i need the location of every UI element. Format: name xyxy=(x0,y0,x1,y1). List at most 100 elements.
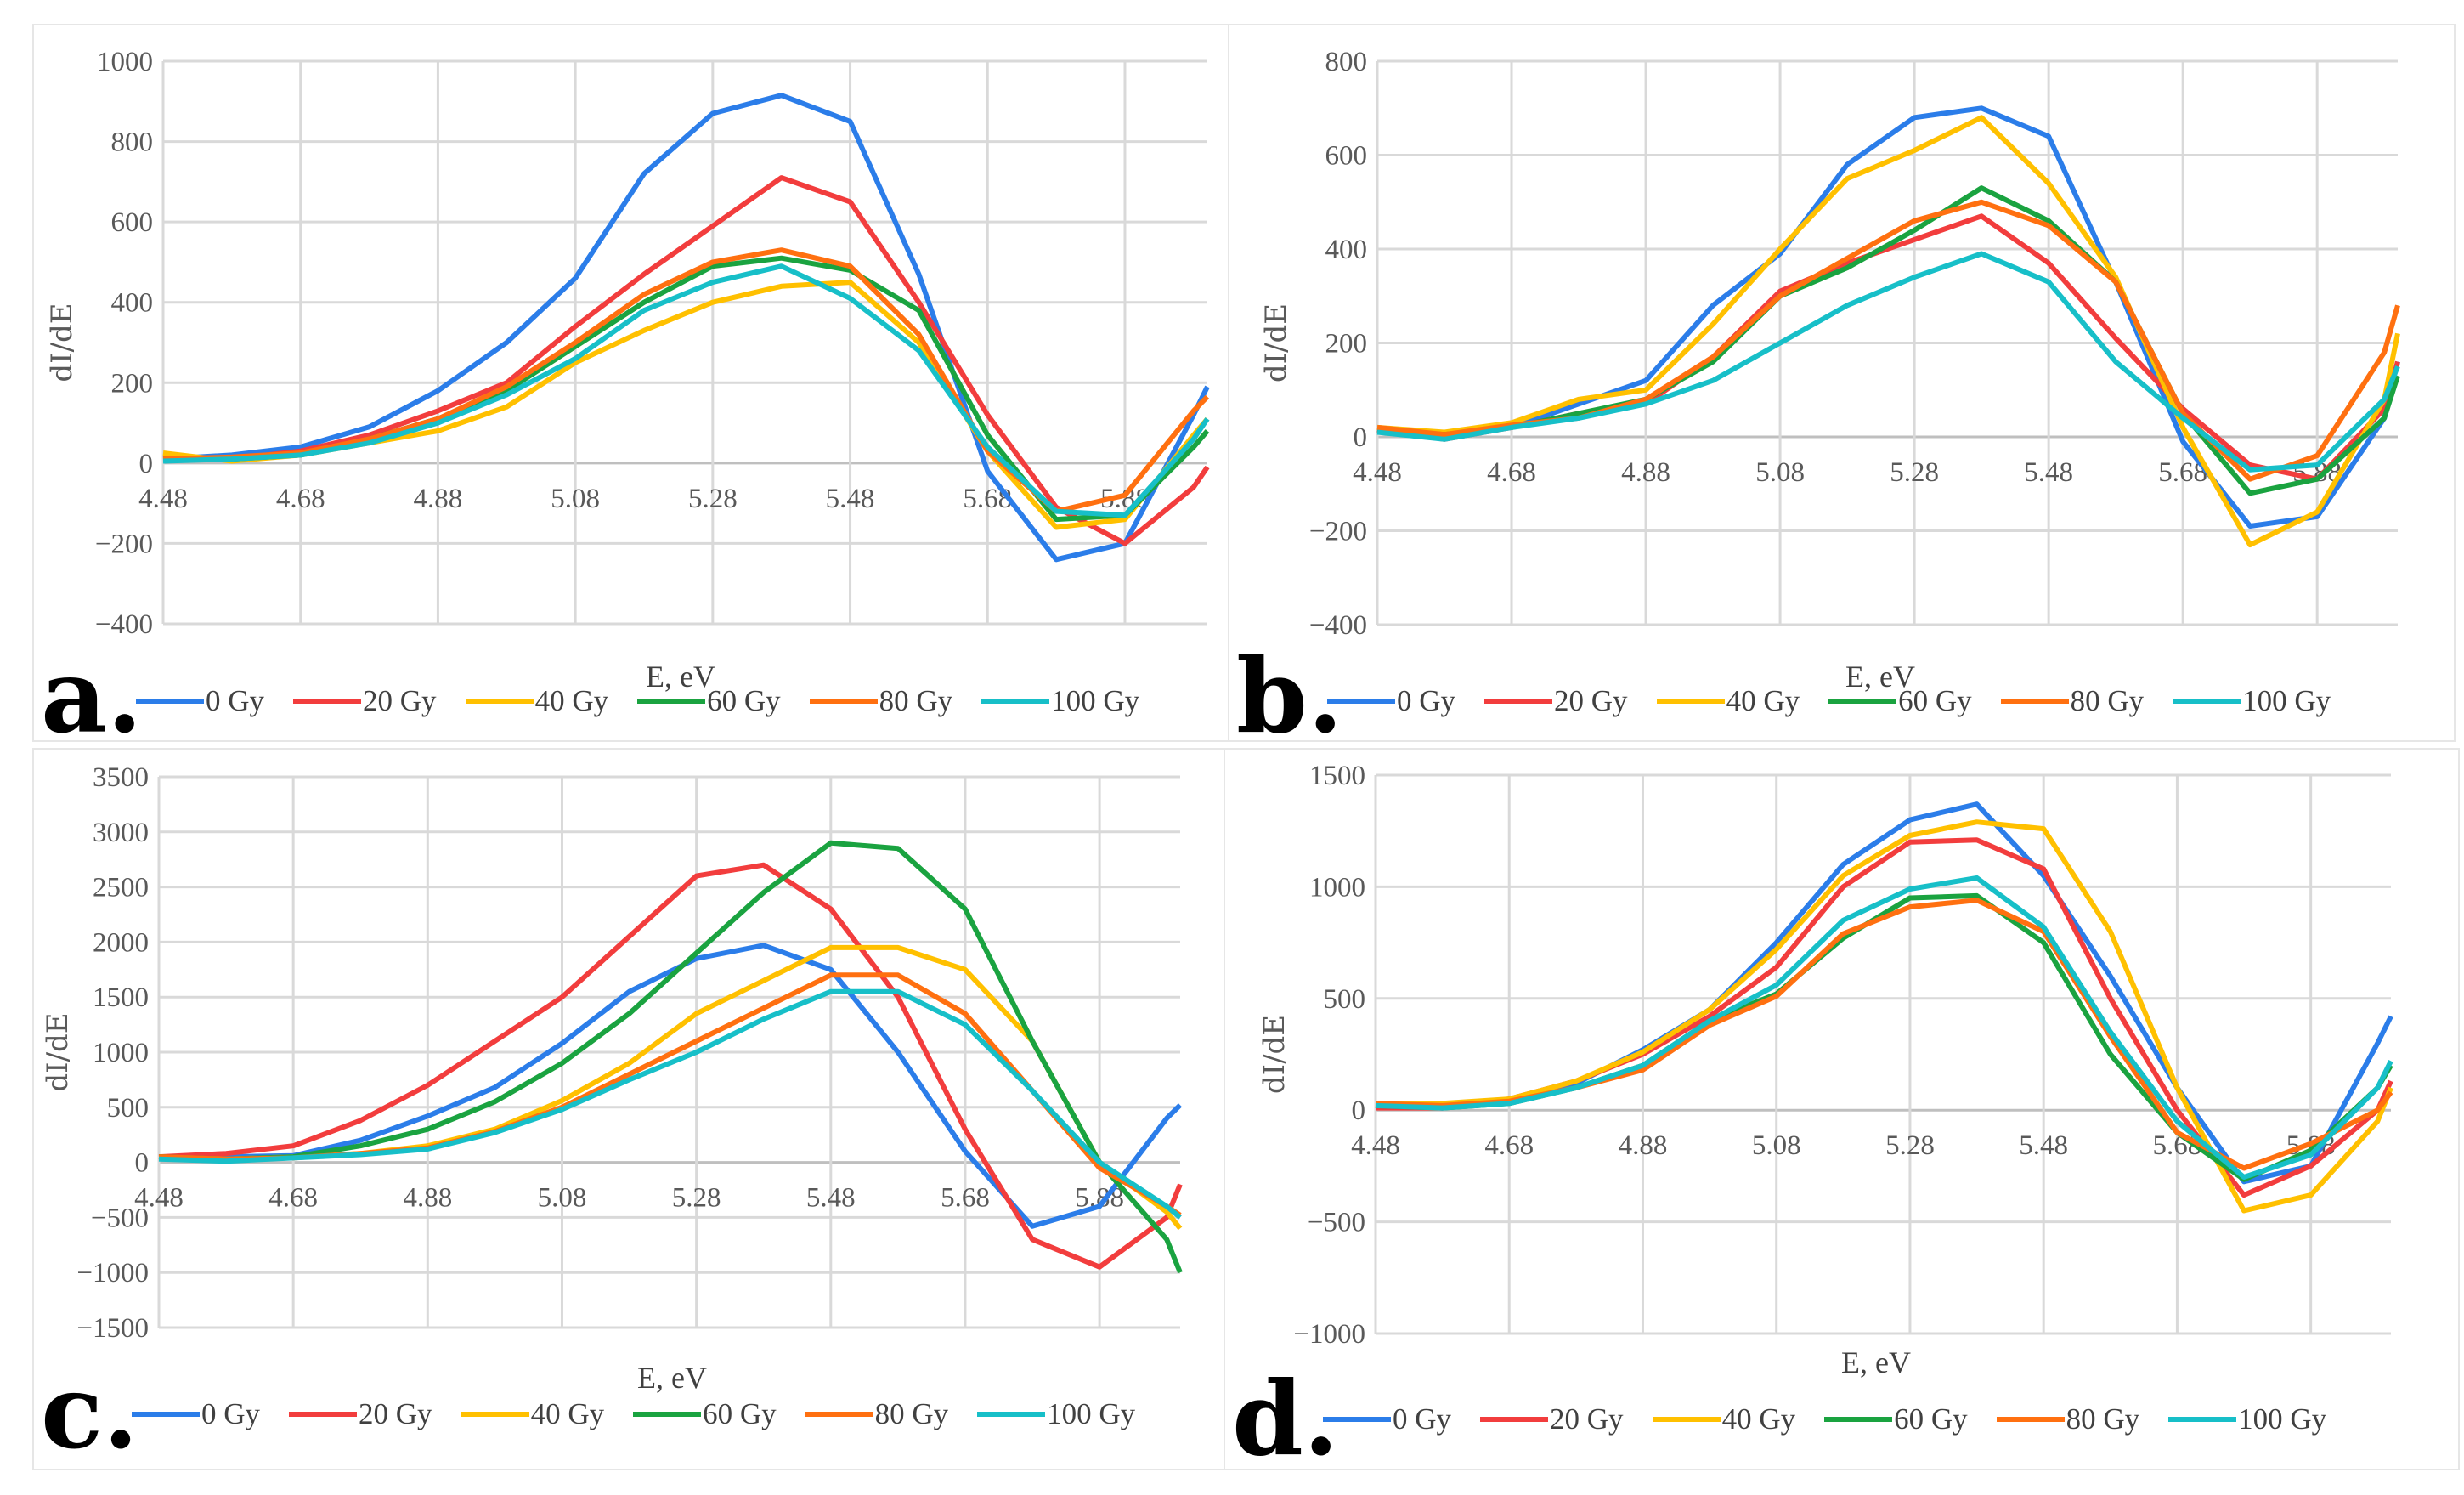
x-tick-label: 5.08 xyxy=(1755,457,1805,488)
y-tick-label: 500 xyxy=(1324,984,1366,1015)
y-tick-label: −1000 xyxy=(1293,1319,1365,1350)
y-tick-label: 200 xyxy=(1325,329,1368,360)
legend: 0 Gy 20 Gy 40 Gy 60 Gy 80 Gy 100 Gy xyxy=(1323,1402,2326,1436)
y-tick-label: 0 xyxy=(1352,1096,1366,1126)
x-tick-label: 5.68 xyxy=(963,484,1012,514)
legend-swatch xyxy=(637,699,706,704)
chart-svg: −400 −200 0 200 400 600 800 1000 4.48 4.68 4.88 5.0… xyxy=(45,47,1210,640)
legend-label: 60 Gy xyxy=(703,1397,777,1430)
legend-item: 40 Gy xyxy=(1656,684,1800,718)
series-line-60-gy xyxy=(158,840,1183,1274)
y-tick-label: 1500 xyxy=(93,983,149,1013)
x-tick-label: 4.88 xyxy=(414,484,463,514)
legend-label: 100 Gy xyxy=(2238,1402,2327,1436)
y-tick-label: 1500 xyxy=(1309,761,1365,791)
y-tick-label: 600 xyxy=(111,207,154,238)
x-tick-label: 5.28 xyxy=(672,1183,721,1214)
legend-label: 40 Gy xyxy=(1726,684,1800,717)
legend-item: 40 Gy xyxy=(461,1397,605,1431)
legend-label: 20 Gy xyxy=(359,1397,432,1430)
x-tick-label: 4.68 xyxy=(1484,1130,1534,1161)
x-tick-label: 4.48 xyxy=(1351,1130,1400,1161)
legend-label: 100 Gy xyxy=(1051,684,1140,717)
legend-swatch xyxy=(1323,1417,1391,1422)
x-tick-label: 4.48 xyxy=(134,1183,184,1214)
x-tick-label: 5.48 xyxy=(826,484,875,514)
series-line-100-gy xyxy=(162,263,1210,518)
legend-swatch xyxy=(1652,1417,1721,1422)
x-tick-label: 5.28 xyxy=(688,484,738,514)
chart-panel-a: −400 −200 0 200 400 600 800 1000 4.48 4.68 4.88 5.0… xyxy=(32,24,1249,748)
legend-label: 0 Gy xyxy=(1397,684,1456,717)
y-tick-label: 1000 xyxy=(97,47,153,77)
legend-swatch xyxy=(1480,1417,1549,1422)
y-axis-label: dI/dE xyxy=(1259,303,1293,382)
chart-svg: −400 −200 0 200 400 600 800 4.48 4.68 4.88 5.08 5.2… xyxy=(1259,47,2400,641)
legend-label: 20 Gy xyxy=(1550,1402,1624,1436)
y-tick-label: 0 xyxy=(1354,422,1368,453)
y-tick-label: 0 xyxy=(135,1148,150,1179)
series-line-20-gy xyxy=(1376,213,2400,482)
legend-item: 60 Gy xyxy=(1828,684,1972,718)
legend-item: 20 Gy xyxy=(293,684,437,718)
x-tick-label: 4.48 xyxy=(138,484,188,514)
legend-item: 40 Gy xyxy=(465,684,609,718)
legend-label: 40 Gy xyxy=(530,1397,605,1430)
series-line-100-gy xyxy=(1375,875,2393,1180)
legend-item: 20 Gy xyxy=(1484,684,1628,718)
y-tick-label: −400 xyxy=(95,609,153,640)
y-axis-label: dI/dE xyxy=(41,1012,75,1091)
legend-label: 0 Gy xyxy=(206,684,265,717)
series-line-100-gy xyxy=(1376,251,2400,473)
legend-swatch xyxy=(293,699,362,704)
legend-label: 20 Gy xyxy=(363,684,437,717)
series-line-80-gy xyxy=(1375,898,2393,1171)
x-axis-label: E, eV xyxy=(1845,660,1915,694)
legend-item: 0 Gy xyxy=(136,684,264,718)
y-tick-label: 200 xyxy=(111,368,154,399)
series-line-80-gy xyxy=(158,972,1182,1218)
x-tick-label: 5.08 xyxy=(1752,1130,1801,1161)
panel-letter: c. xyxy=(41,1352,138,1472)
legend: 0 Gy 20 Gy 40 Gy 60 Gy 80 Gy 100 Gy xyxy=(132,1397,1135,1431)
legend-item: 80 Gy xyxy=(2000,684,2144,718)
y-tick-label: 1000 xyxy=(1309,872,1365,903)
x-tick-label: 5.68 xyxy=(941,1183,990,1214)
legend-item: 60 Gy xyxy=(637,684,781,718)
x-axis-label: E, eV xyxy=(637,1361,707,1395)
legend-label: 40 Gy xyxy=(534,684,609,717)
x-axis-label: E, eV xyxy=(646,660,715,694)
y-tick-label: 600 xyxy=(1325,141,1368,172)
chart-panel-c: −1500 −1000 −500 0 500 1000 1500 2000 2500 3000 35… xyxy=(32,748,1239,1470)
legend: 0 Gy 20 Gy 40 Gy 60 Gy 80 Gy 100 Gy xyxy=(136,684,1139,718)
y-tick-label: 1000 xyxy=(93,1038,149,1068)
legend-label: 100 Gy xyxy=(2242,684,2331,717)
y-tick-label: 2000 xyxy=(93,927,149,958)
x-tick-label: 4.88 xyxy=(1621,457,1670,488)
legend-swatch xyxy=(465,699,534,704)
legend-item: 0 Gy xyxy=(132,1397,260,1431)
series-line-40-gy xyxy=(1376,115,2400,548)
y-tick-label: −500 xyxy=(1308,1208,1365,1238)
legend-swatch xyxy=(132,1412,200,1417)
y-tick-label: 400 xyxy=(111,288,154,319)
series-line-100-gy xyxy=(158,988,1182,1220)
series-line-40-gy xyxy=(1376,819,2393,1214)
y-tick-label: −500 xyxy=(91,1203,149,1233)
legend-swatch xyxy=(981,699,1050,704)
series-line-0-gy xyxy=(162,93,1210,563)
legend-item: 60 Gy xyxy=(1824,1402,1968,1436)
legend-label: 80 Gy xyxy=(2066,1402,2140,1436)
x-tick-label: 5.08 xyxy=(538,1183,587,1214)
y-axis-label: dI/dE xyxy=(1257,1015,1291,1094)
legend-label: 60 Gy xyxy=(1894,1402,1968,1436)
y-tick-label: 3500 xyxy=(93,762,149,793)
x-tick-label: 4.48 xyxy=(1353,457,1402,488)
chart-panel-b: −400 −200 0 200 400 600 800 4.48 4.68 4.88 5.08 5.2… xyxy=(1228,24,2456,748)
legend-item: 80 Gy xyxy=(805,1397,948,1431)
legend-swatch xyxy=(809,699,878,704)
legend-swatch xyxy=(2173,699,2241,704)
legend-swatch xyxy=(977,1412,1046,1417)
legend-label: 60 Gy xyxy=(1898,684,1972,717)
chart-svg: −1000 −500 0 500 1000 1500 4.48 4.68 4.88 5.08 5.2… xyxy=(1257,761,2393,1350)
